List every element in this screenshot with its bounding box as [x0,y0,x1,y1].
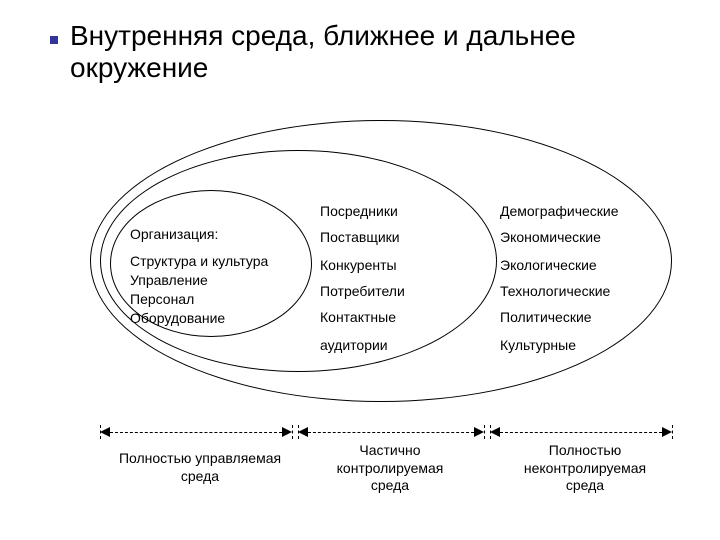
mid-label-5: аудитории [320,336,388,355]
inner-header: Организация: [130,225,218,244]
out-label-5: Культурные [500,336,576,355]
out-label-3: Технологические [500,282,610,301]
caption-inner: Полностью управляемая среда [105,450,295,485]
out-label-4: Политические [500,308,592,327]
out-label-1: Экономические [500,228,601,247]
out-label-2: Экологические [500,256,597,275]
caption-outer: Полностью неконтролируемая среда [495,442,675,495]
mid-label-4: Контактные [320,308,396,327]
mid-label-1: Поставщики [320,228,400,247]
mid-label-2: Конкуренты [320,256,397,275]
mid-label-0: Посредники [320,202,398,221]
slide: Внутренняя среда, ближнее и дальнее окру… [0,0,720,540]
inner-lines: Структура и культура Управление Персонал… [130,252,268,328]
slide-title: Внутренняя среда, ближнее и дальнее окру… [70,20,720,84]
mid-label-3: Потребители [320,282,405,301]
caption-middle: Частично контролируемая среда [300,442,480,495]
title-bullet [50,36,58,44]
out-label-0: Демографические [500,202,619,221]
